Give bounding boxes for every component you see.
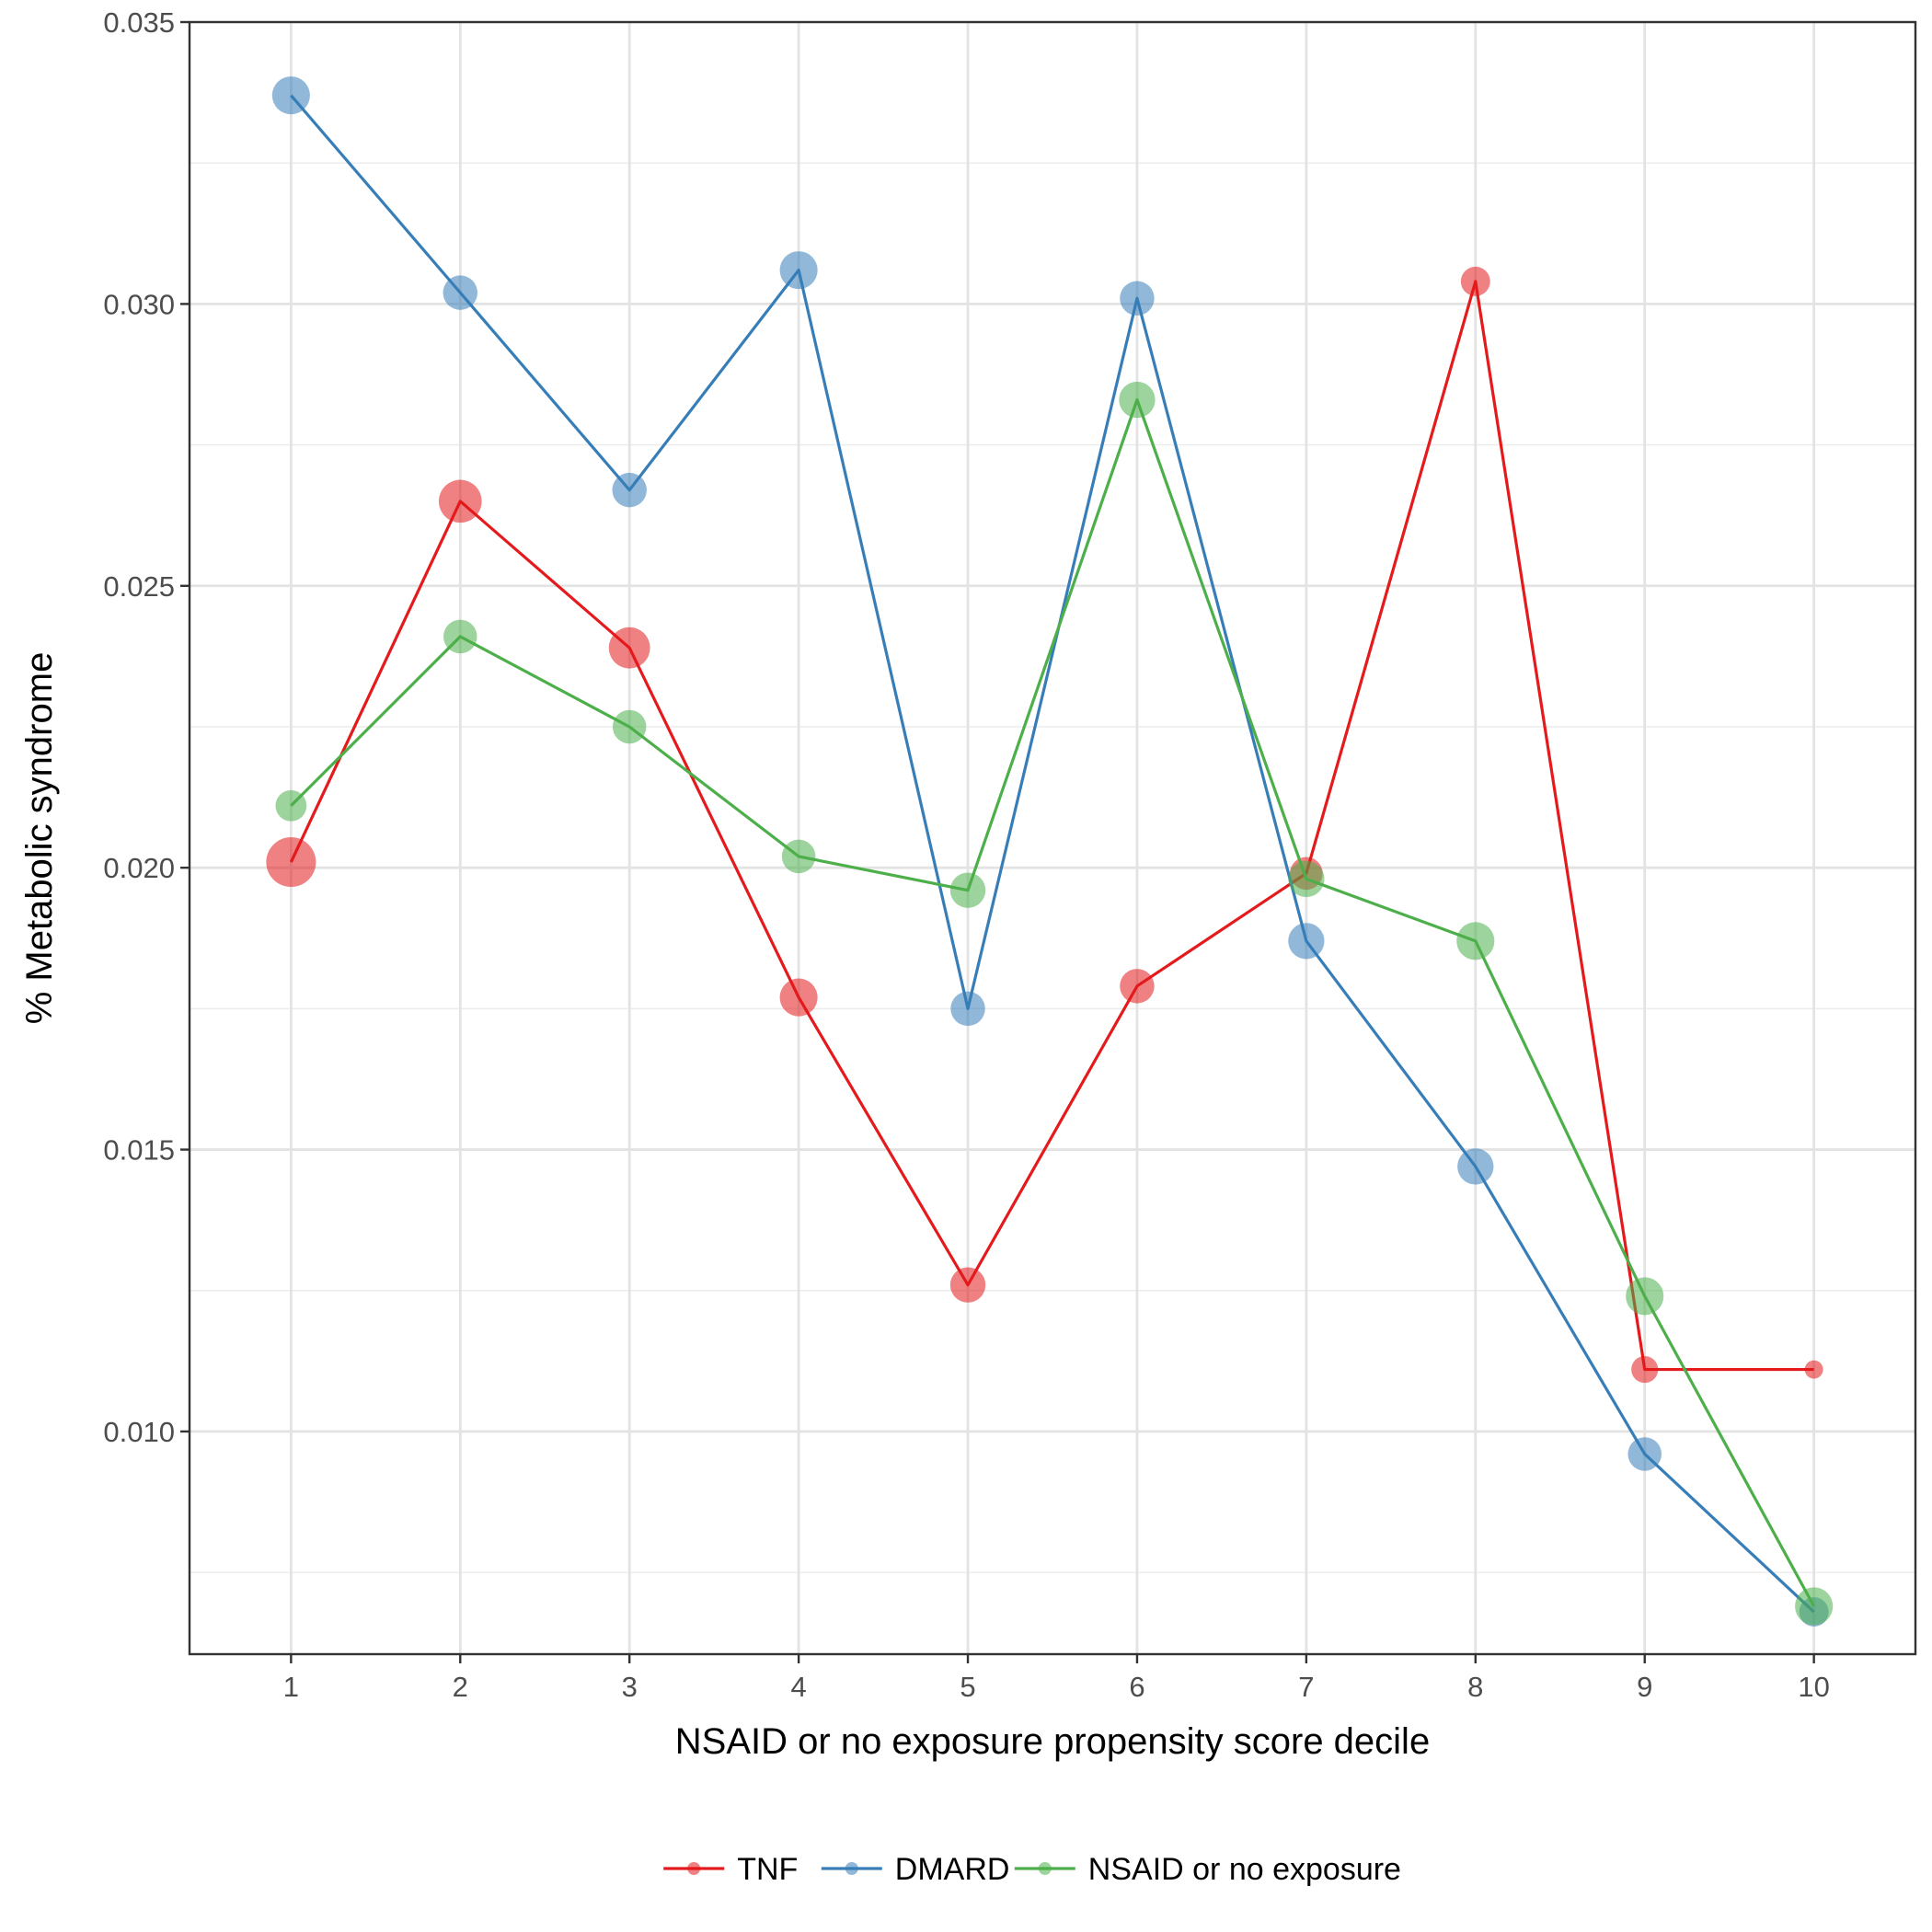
legend-item-dmard: DMARD [821, 1852, 1010, 1887]
legend: TNF DMARD NSAID or no exposure [663, 1852, 1401, 1887]
plot-border [188, 20, 1917, 1656]
series-line-tnf [289, 280, 1814, 1372]
data-point-tnf [949, 1267, 986, 1303]
series-line-nsaid-or-no-exposure [290, 397, 1816, 1607]
data-point-nsaid-or-no-exposure [1288, 860, 1325, 898]
data-point-nsaid-or-no-exposure [275, 789, 307, 822]
x-tick-label: 2 [453, 1671, 468, 1703]
data-point-tnf [1120, 969, 1155, 1004]
y-tick-label: 0.030 [103, 288, 175, 320]
data-point-tnf [779, 978, 818, 1017]
data-point-dmard [271, 76, 310, 115]
x-tick-label: 9 [1637, 1671, 1652, 1703]
panel-background [190, 22, 1915, 1654]
data-point-dmard [1627, 1437, 1662, 1471]
x-axis: 1 2 3 4 5 6 7 8 9 10 [283, 1654, 1830, 1703]
data-point-dmard [612, 472, 647, 508]
series-line-dmard [290, 94, 1815, 1614]
data-point-tnf [1631, 1355, 1659, 1384]
data-point-tnf [1804, 1360, 1823, 1379]
series-nsaid-or-no-exposure [275, 381, 1834, 1626]
data-point-dmard [779, 251, 818, 290]
data-point-nsaid-or-no-exposure [1456, 922, 1495, 960]
x-tick-label: 6 [1129, 1671, 1144, 1703]
legend-label: DMARD [895, 1852, 1010, 1887]
data-point-dmard [1120, 281, 1155, 316]
y-tick-label: 0.035 [103, 6, 175, 39]
data-point-dmard [1288, 923, 1325, 960]
panel-border-rect [188, 20, 1917, 1656]
x-tick-label: 10 [1798, 1671, 1829, 1703]
data-point-tnf [608, 627, 650, 669]
legend-label: NSAID or no exposure [1088, 1852, 1401, 1887]
series-dmard [271, 76, 1829, 1627]
x-tick-label: 1 [283, 1671, 299, 1703]
data-point-nsaid-or-no-exposure [612, 709, 647, 744]
y-tick-label: 0.010 [103, 1416, 175, 1448]
data-point-nsaid-or-no-exposure [443, 619, 477, 654]
y-tick-label: 0.015 [103, 1134, 175, 1167]
x-tick-label: 7 [1298, 1671, 1314, 1703]
data-point-nsaid-or-no-exposure [781, 839, 816, 874]
data-point-dmard [950, 991, 985, 1027]
legend-key-point [1038, 1862, 1052, 1875]
legend-item-tnf: TNF [663, 1852, 798, 1887]
data-point-tnf [1460, 266, 1490, 296]
data-point-nsaid-or-no-exposure [949, 872, 986, 908]
legend-key-point [845, 1862, 858, 1875]
y-axis-title: % Metabolic syndrome [19, 652, 60, 1025]
y-axis: 0.010 0.015 0.020 0.025 0.030 0.035 [103, 6, 190, 1448]
series-layer [266, 76, 1834, 1627]
legend-item-nsaid-or-no-exposure: NSAID or no exposure [1014, 1852, 1401, 1887]
x-tick-label: 8 [1467, 1671, 1483, 1703]
data-point-nsaid-or-no-exposure [1795, 1587, 1834, 1626]
data-point-nsaid-or-no-exposure [1119, 381, 1156, 419]
series-tnf [266, 266, 1823, 1384]
x-tick-label: 4 [790, 1671, 806, 1703]
x-axis-title: NSAID or no exposure propensity score de… [675, 1721, 1430, 1762]
data-point-tnf [266, 837, 316, 888]
legend-key-point [687, 1862, 701, 1875]
y-tick-label: 0.020 [103, 852, 175, 884]
x-tick-label: 3 [622, 1671, 638, 1703]
data-point-nsaid-or-no-exposure [1626, 1277, 1664, 1316]
x-tick-label: 5 [960, 1671, 975, 1703]
plot-panel [190, 22, 1915, 1654]
legend-label: TNF [737, 1852, 798, 1887]
data-point-dmard [1457, 1148, 1494, 1185]
data-point-dmard [443, 275, 477, 310]
data-point-tnf [438, 479, 482, 523]
y-tick-label: 0.025 [103, 570, 175, 603]
